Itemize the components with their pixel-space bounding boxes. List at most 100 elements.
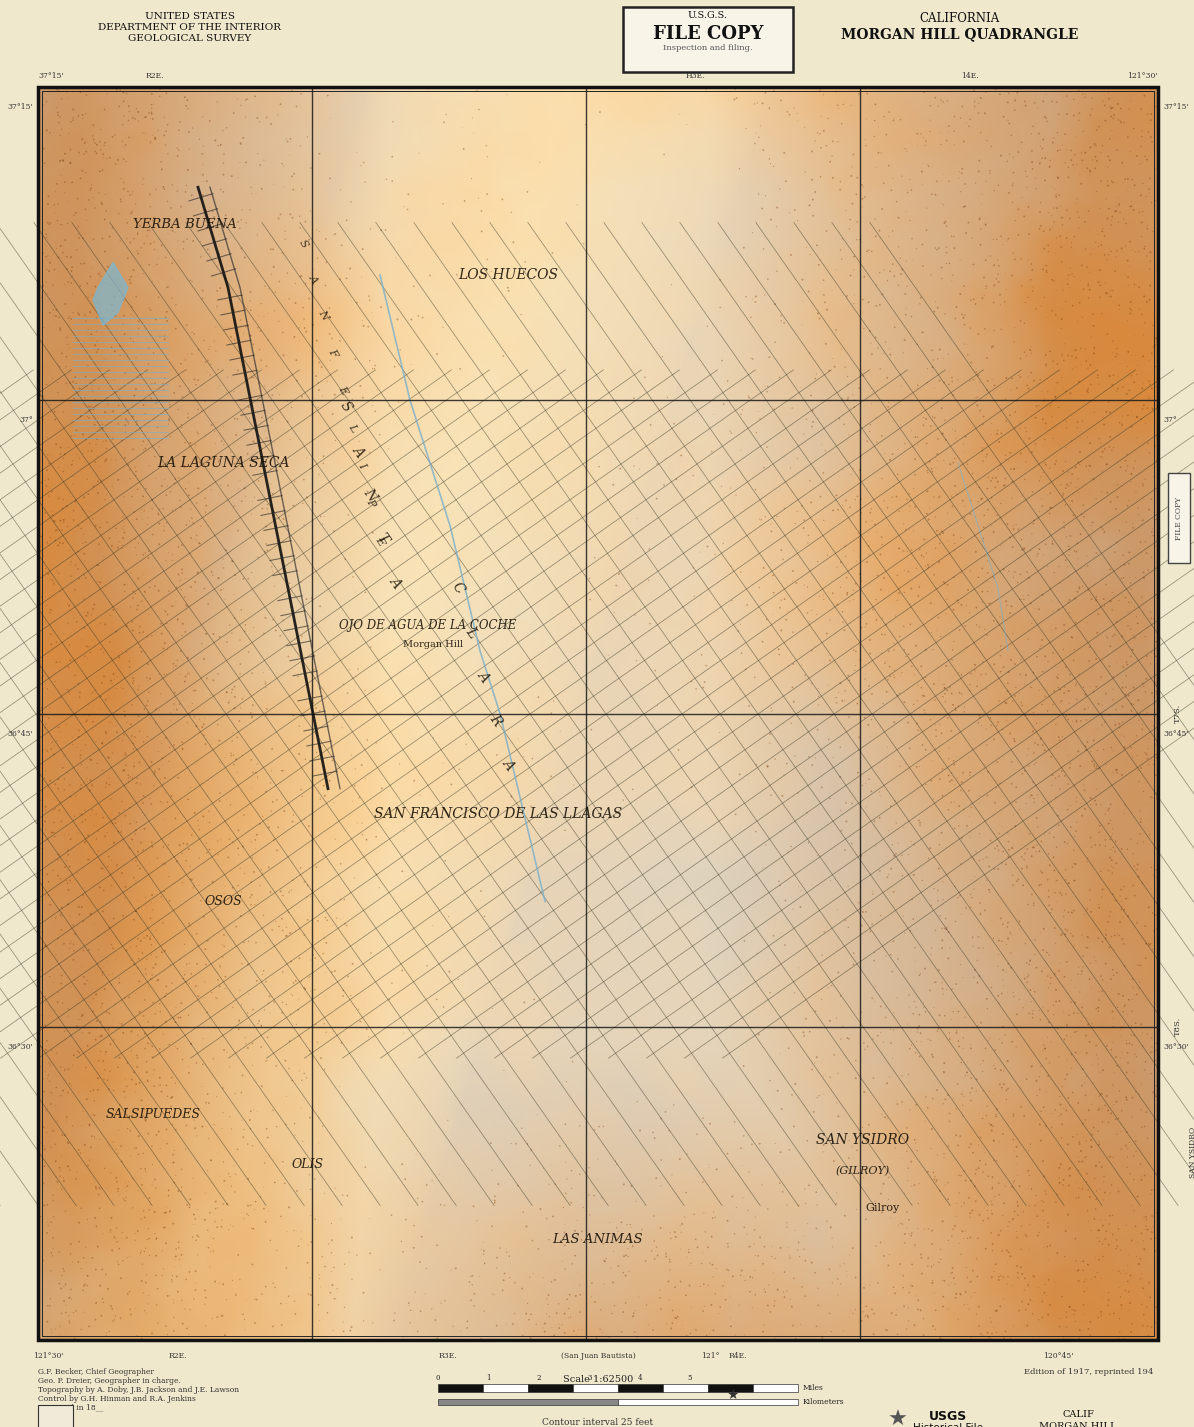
Point [838,387,857,410]
Point [1070,592,1089,615]
Point [978,624,997,646]
Point [119,100,139,123]
Point [248,143,267,166]
Point [823,130,842,153]
Point [1002,458,1021,481]
Point [947,295,966,318]
Point [146,372,165,395]
Point [1137,1214,1156,1237]
Point [702,440,721,462]
Point [220,1056,239,1079]
Point [872,905,891,928]
Point [1096,1095,1115,1117]
Point [962,351,981,374]
Point [33,739,53,762]
Point [970,926,989,949]
Point [136,1160,155,1183]
Point [63,472,82,495]
Point [85,1104,104,1127]
Point [179,489,198,512]
Point [1125,983,1144,1006]
Point [1023,1290,1042,1313]
Point [1130,298,1149,321]
Point [190,128,209,151]
Point [185,571,204,594]
Point [880,337,899,360]
Point [178,595,197,618]
Point [1004,1172,1023,1194]
Point [198,1002,217,1025]
Point [204,803,223,826]
Point [1139,896,1158,919]
Point [1017,1067,1036,1090]
Point [167,137,186,160]
Point [661,273,681,295]
Point [139,547,158,569]
Point [1058,198,1077,221]
Point [93,960,112,983]
Point [707,1257,726,1280]
Point [245,365,264,388]
Point [884,1002,903,1025]
Point [977,569,996,592]
Point [1106,841,1125,863]
Point [1134,1206,1153,1229]
Point [70,274,90,297]
Point [41,251,60,274]
Point [242,489,261,512]
Point [296,748,315,771]
Point [1072,963,1091,986]
Point [506,1133,525,1156]
Point [1060,1296,1079,1319]
Point [927,457,946,479]
Point [1044,796,1063,819]
Point [892,661,911,684]
Point [1058,798,1077,821]
Point [140,454,159,477]
Point [793,314,812,337]
Point [171,352,190,375]
Point [1146,94,1165,117]
Point [217,1193,236,1216]
Point [817,220,836,243]
Point [1138,1023,1157,1046]
Point [44,509,63,532]
Point [706,1283,725,1306]
Point [990,1183,1009,1206]
Point [472,1239,491,1261]
Point [139,1217,158,1240]
Point [1035,428,1054,451]
Point [47,1095,66,1117]
Point [179,381,198,404]
Point [829,1283,848,1306]
Point [1134,237,1153,260]
Point [1058,745,1077,768]
Point [277,127,296,150]
Point [903,1174,922,1197]
Point [1125,371,1144,394]
Point [1096,952,1115,975]
Point [62,255,81,278]
Point [946,1204,965,1227]
Point [870,357,890,380]
Point [1015,538,1034,561]
Point [950,619,970,642]
Point [167,577,186,599]
Point [940,1022,959,1045]
Point [1108,186,1127,208]
Point [129,100,148,123]
Point [1004,803,1023,826]
Point [37,475,56,498]
Point [581,1286,601,1309]
Point [1101,401,1120,424]
Point [189,561,208,584]
Point [285,1112,304,1134]
Point [253,437,272,459]
Point [322,1229,341,1251]
Point [886,605,905,628]
Point [1069,467,1088,489]
Point [866,325,885,348]
Point [1132,756,1151,779]
Point [678,1143,697,1166]
Point [51,686,70,709]
